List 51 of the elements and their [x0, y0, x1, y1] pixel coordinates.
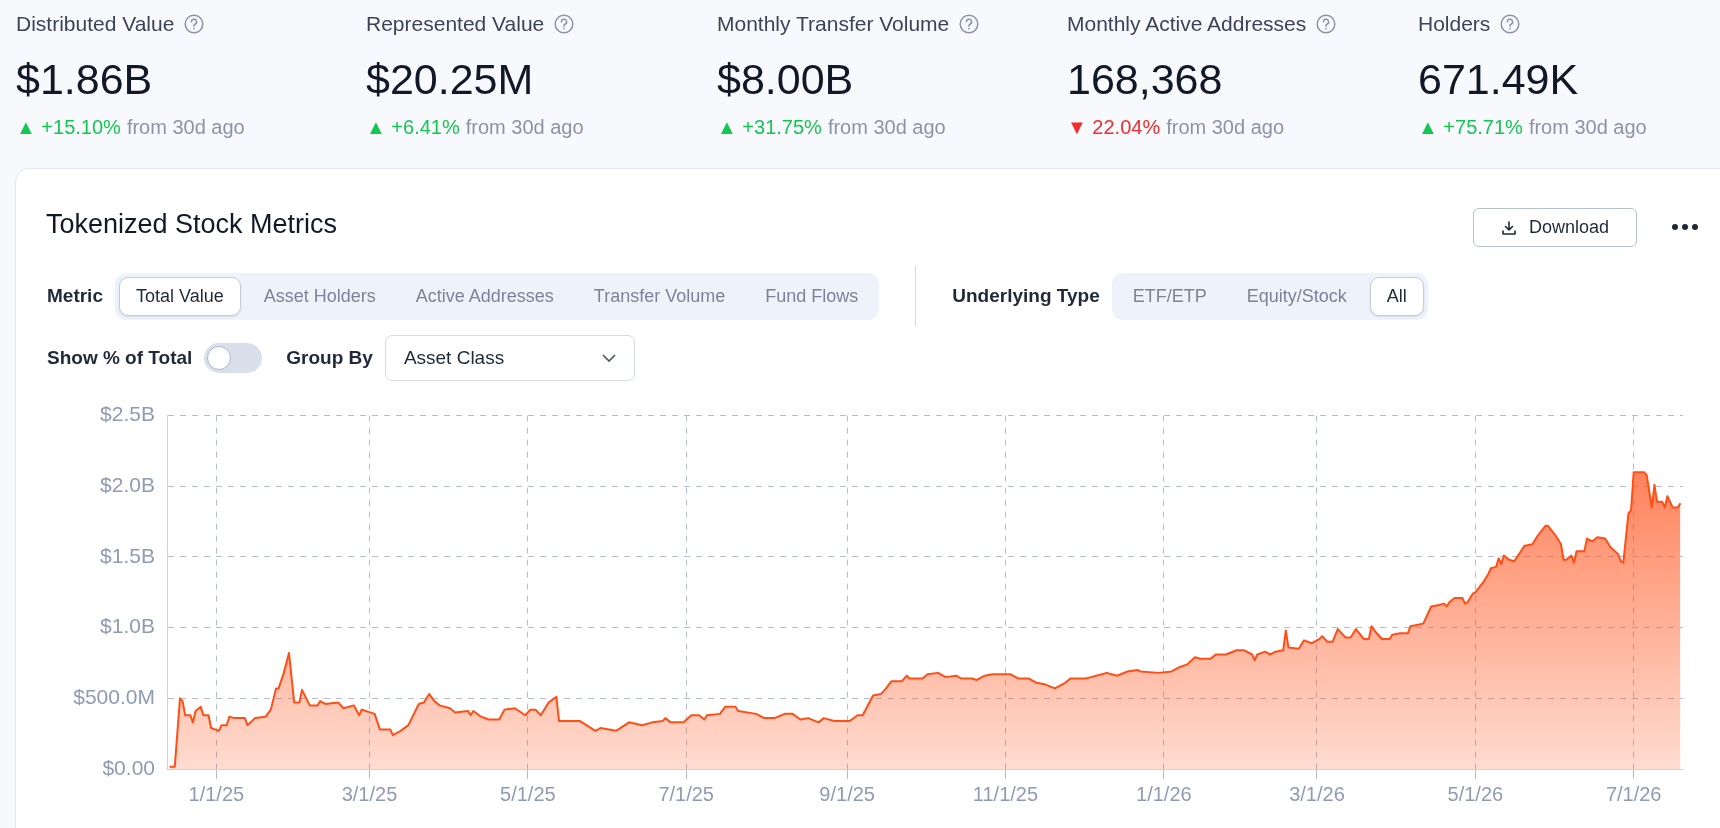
y-tick-label: $1.5B	[100, 543, 155, 567]
text: $20.25M	[366, 54, 535, 104]
y-tick-label: $2.0B	[100, 473, 155, 497]
text: from 30d ago	[827, 116, 946, 138]
x-tick-label: 11/1/25	[972, 782, 1039, 805]
text: Monthly Transfer Volume	[717, 11, 950, 37]
y-tick-label: $2.5B	[100, 402, 155, 426]
text: Asset Class	[403, 347, 505, 369]
x-tick-label: 1/1/26	[1136, 782, 1192, 805]
text: Monthly Active Addresses	[1067, 11, 1307, 37]
text: Transfer Volume	[592, 284, 727, 308]
text: from 30d ago	[465, 116, 584, 138]
text: from 30d ago	[1528, 116, 1647, 138]
text: Show % of Total	[47, 347, 193, 369]
x-tick-label: 3/1/25	[341, 782, 398, 805]
text: Distributed Value	[16, 11, 175, 37]
x-tick-label: 1/1/25	[188, 782, 245, 805]
x-tick-label: 7/1/26	[1605, 782, 1662, 805]
text: Fund Flows	[764, 284, 860, 308]
text: $8.00B	[717, 54, 855, 104]
text: Group By	[286, 347, 373, 369]
text: ▲ +6.41%	[366, 116, 460, 138]
text: Holders	[1418, 11, 1491, 37]
y-tick-label: $500.0M	[73, 685, 155, 709]
text: All	[1369, 276, 1424, 316]
chart-title: Tokenized Stock Metrics	[46, 209, 338, 240]
text: Underlying Type	[952, 285, 1100, 307]
text: Equity/Stock	[1245, 284, 1348, 308]
x-tick-label: 7/1/25	[658, 782, 714, 805]
text: Total Value	[118, 276, 241, 316]
text: $1.86B	[16, 54, 154, 104]
text: ▼ 22.04%	[1067, 116, 1161, 138]
x-tick-label: 5/1/25	[500, 782, 556, 805]
x-tick-label: 5/1/26	[1447, 782, 1504, 805]
x-tick-label: 3/1/26	[1289, 782, 1345, 805]
text: from 30d ago	[1166, 116, 1285, 138]
text: Active Addresses	[414, 284, 555, 308]
text: ▲ +75.71%	[1418, 116, 1523, 138]
y-tick-label: $0.00	[102, 755, 155, 779]
text: 671.49K	[1418, 54, 1580, 104]
text: Asset Holders	[262, 284, 377, 308]
text: ▲ +15.10%	[16, 116, 121, 138]
x-tick-label: 9/1/25	[819, 782, 875, 805]
text: ETF/ETP	[1131, 284, 1208, 308]
text: from 30d ago	[126, 116, 245, 138]
text: 168,368	[1067, 54, 1224, 104]
text: ▲ +31.75%	[717, 116, 822, 138]
text: Download	[1528, 217, 1610, 238]
text: Represented Value	[366, 11, 545, 37]
y-tick-label: $1.0B	[100, 614, 155, 638]
text: Metric	[47, 285, 103, 307]
